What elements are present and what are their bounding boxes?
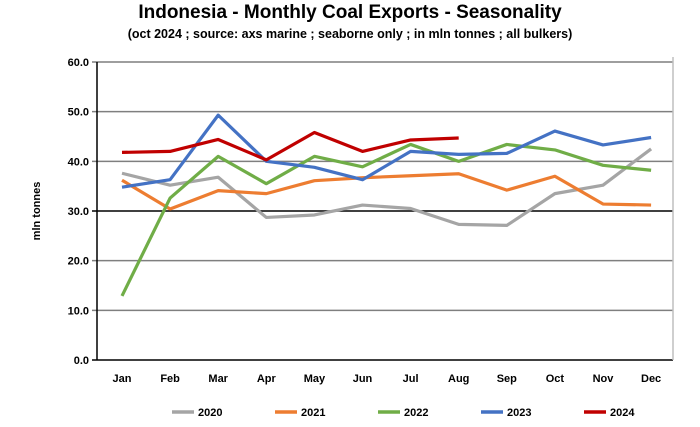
- chart-title: Indonesia - Monthly Coal Exports - Seaso…: [138, 2, 562, 23]
- x-tick-label: Jan: [113, 373, 132, 385]
- x-tick-label: May: [304, 373, 326, 385]
- series-line-2024: [121, 130, 459, 162]
- x-tick-label: Sep: [497, 373, 517, 385]
- x-tick-label: Feb: [160, 373, 180, 385]
- chart-subtitle: (oct 2024 ; source: axs marine ; seaborn…: [127, 27, 573, 41]
- legend-label: 2023: [507, 407, 531, 419]
- x-tick-label: Oct: [546, 373, 565, 385]
- x-tick-label: Dec: [641, 373, 661, 385]
- legend-label: 2024: [610, 407, 635, 419]
- x-tick-label: Jun: [353, 373, 373, 385]
- legend-label: 2022: [404, 407, 428, 419]
- x-tick-label: Mar: [208, 373, 228, 385]
- series-line-2022: [120, 142, 652, 297]
- x-tick-label: Jul: [403, 373, 419, 385]
- series-line-2020: [121, 147, 653, 228]
- legend-label: 2021: [301, 407, 325, 419]
- y-tick-label: 30.0: [68, 206, 89, 218]
- y-tick-label: 50.0: [68, 107, 89, 119]
- y-tick-label: 60.0: [68, 57, 89, 69]
- series-line-2023: [121, 113, 652, 189]
- y-axis-label: mln tonnes: [31, 182, 43, 241]
- y-tick-label: 10.0: [68, 305, 89, 317]
- y-tick-label: 40.0: [68, 156, 89, 168]
- x-tick-label: Apr: [257, 373, 277, 385]
- legend-label: 2020: [198, 407, 222, 419]
- x-tick-label: Aug: [448, 373, 469, 385]
- y-tick-label: 0.0: [74, 355, 89, 367]
- series-line-2021: [121, 172, 652, 211]
- y-tick-label: 20.0: [68, 256, 89, 268]
- x-tick-label: Nov: [593, 373, 615, 385]
